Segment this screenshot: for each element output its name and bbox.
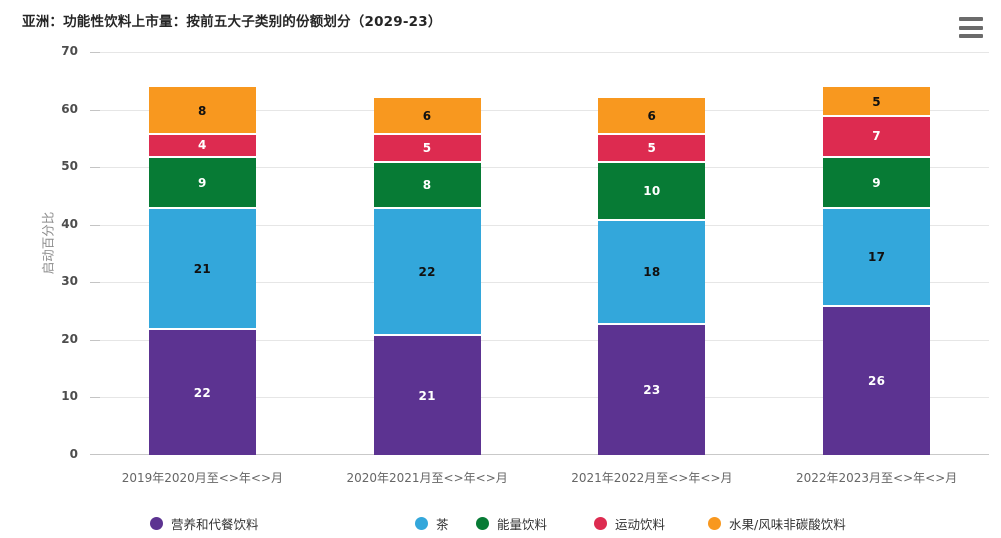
bar-segment[interactable] bbox=[823, 157, 931, 208]
legend-item[interactable]: 运动饮料 bbox=[594, 514, 665, 533]
legend-dot-icon bbox=[150, 517, 163, 530]
legend-dot-icon bbox=[415, 517, 428, 530]
segment-value-label: 21 bbox=[193, 261, 212, 276]
bar-segment[interactable] bbox=[148, 134, 256, 156]
segment-value-label: 18 bbox=[643, 264, 661, 279]
y-axis-tick bbox=[90, 224, 100, 226]
legend-item[interactable]: 营养和代餐饮料 bbox=[150, 514, 259, 533]
bar-segment[interactable] bbox=[598, 220, 706, 323]
y-axis-tick bbox=[90, 282, 100, 284]
segment-value-label: 8 bbox=[198, 103, 207, 118]
y-tick-label-50: 50 bbox=[61, 159, 78, 174]
y-tick-label-10: 10 bbox=[61, 389, 78, 404]
chart-title: 亚洲：功能性饮料上市量：按前五大子类别的份额划分（2029-23） bbox=[22, 14, 442, 30]
segment-value-label: 5 bbox=[872, 94, 881, 109]
bar-segment[interactable] bbox=[373, 209, 481, 335]
legend-item[interactable]: 水果/风味非碳酸饮料 bbox=[708, 514, 846, 533]
gridline-70 bbox=[90, 52, 989, 53]
legend-dot-icon bbox=[476, 517, 489, 530]
bar-segment[interactable] bbox=[823, 86, 931, 116]
gridline-60 bbox=[90, 109, 989, 111]
bar-segment[interactable] bbox=[598, 163, 706, 219]
bar-segment[interactable] bbox=[598, 98, 706, 133]
segment-value-label: 22 bbox=[418, 264, 436, 279]
y-tick-label-20: 20 bbox=[61, 331, 78, 346]
legend-label: 茶 bbox=[436, 517, 449, 532]
y-axis-tick bbox=[90, 397, 100, 399]
y-axis-tick bbox=[90, 109, 100, 111]
y-tick-label-40: 40 bbox=[61, 216, 78, 231]
segment-value-label: 6 bbox=[422, 109, 432, 124]
y-axis-tick bbox=[90, 52, 100, 53]
x-axis-label: 2021年2022月至<>年<>月 bbox=[571, 471, 733, 485]
hamburger-bar bbox=[959, 17, 983, 21]
segment-value-label: 26 bbox=[867, 374, 886, 389]
bar-segment[interactable] bbox=[373, 336, 481, 455]
y-tick-label-30: 30 bbox=[61, 274, 78, 289]
bar-segment[interactable] bbox=[373, 98, 481, 133]
legend-label: 能量饮料 bbox=[497, 517, 548, 532]
y-tick-label-60: 60 bbox=[61, 101, 78, 116]
legend-label: 运动饮料 bbox=[615, 517, 666, 532]
legend-item[interactable]: 茶 bbox=[415, 514, 449, 533]
y-tick-label-0: 0 bbox=[69, 447, 78, 461]
segment-value-label: 8 bbox=[422, 178, 432, 193]
bar-segment[interactable] bbox=[823, 209, 931, 306]
bar-segment[interactable] bbox=[373, 163, 481, 208]
gridline-20 bbox=[90, 339, 989, 341]
bar-segment[interactable] bbox=[373, 134, 481, 162]
x-axis-label: 2022年2023月至<>年<>月 bbox=[795, 471, 958, 485]
segment-value-label: 23 bbox=[643, 382, 661, 397]
y-axis-tick bbox=[90, 339, 100, 341]
segment-value-label: 22 bbox=[193, 385, 212, 400]
y-axis-tick bbox=[90, 167, 100, 169]
gridline-0 bbox=[90, 454, 989, 455]
segment-value-label: 7 bbox=[872, 129, 881, 144]
segment-value-label: 5 bbox=[422, 141, 432, 155]
hamburger-bar bbox=[959, 34, 983, 38]
plot-area: 22 21 9 4 8 21 22 8 5 6 23 18 10 5 6 26 17 9 7 5 bbox=[90, 52, 989, 455]
bar-segment[interactable] bbox=[598, 134, 706, 162]
gridline-10 bbox=[90, 397, 989, 399]
y-axis-tick bbox=[90, 454, 100, 455]
segment-value-label: 9 bbox=[872, 175, 881, 190]
x-axis-label: 2020年2021月至<>年<>月 bbox=[346, 471, 508, 485]
x-axis-label: 2019年2020月至<>年<>月 bbox=[121, 471, 284, 485]
segment-value-label: 9 bbox=[198, 175, 207, 190]
gridline-30 bbox=[90, 282, 989, 284]
bar-segment[interactable] bbox=[823, 117, 931, 156]
bar-segment[interactable] bbox=[148, 157, 256, 208]
hamburger-bar bbox=[959, 25, 983, 30]
bar-segment[interactable] bbox=[598, 324, 706, 455]
segment-value-label: 5 bbox=[647, 141, 657, 155]
segment-value-label: 10 bbox=[643, 184, 661, 199]
legend-item[interactable]: 能量饮料 bbox=[476, 514, 547, 533]
segment-value-label: 21 bbox=[418, 388, 436, 403]
gridline-50 bbox=[90, 167, 989, 169]
hamburger-menu-icon[interactable] bbox=[959, 17, 983, 38]
bar-segment[interactable] bbox=[148, 86, 256, 133]
legend-dot-icon bbox=[594, 517, 607, 530]
bar-segment[interactable] bbox=[148, 209, 256, 329]
segment-value-label: 4 bbox=[198, 138, 207, 153]
legend-dot-icon bbox=[708, 517, 721, 530]
bar-segment[interactable] bbox=[148, 330, 256, 455]
legend-label: 营养和代餐饮料 bbox=[171, 517, 259, 532]
y-tick-label-70: 70 bbox=[61, 44, 78, 58]
bar-segment[interactable] bbox=[823, 307, 931, 455]
segment-value-label: 17 bbox=[867, 250, 886, 265]
segment-value-label: 6 bbox=[647, 109, 657, 124]
gridline-40 bbox=[90, 224, 989, 226]
legend-label: 水果/风味非碳酸饮料 bbox=[729, 517, 846, 532]
